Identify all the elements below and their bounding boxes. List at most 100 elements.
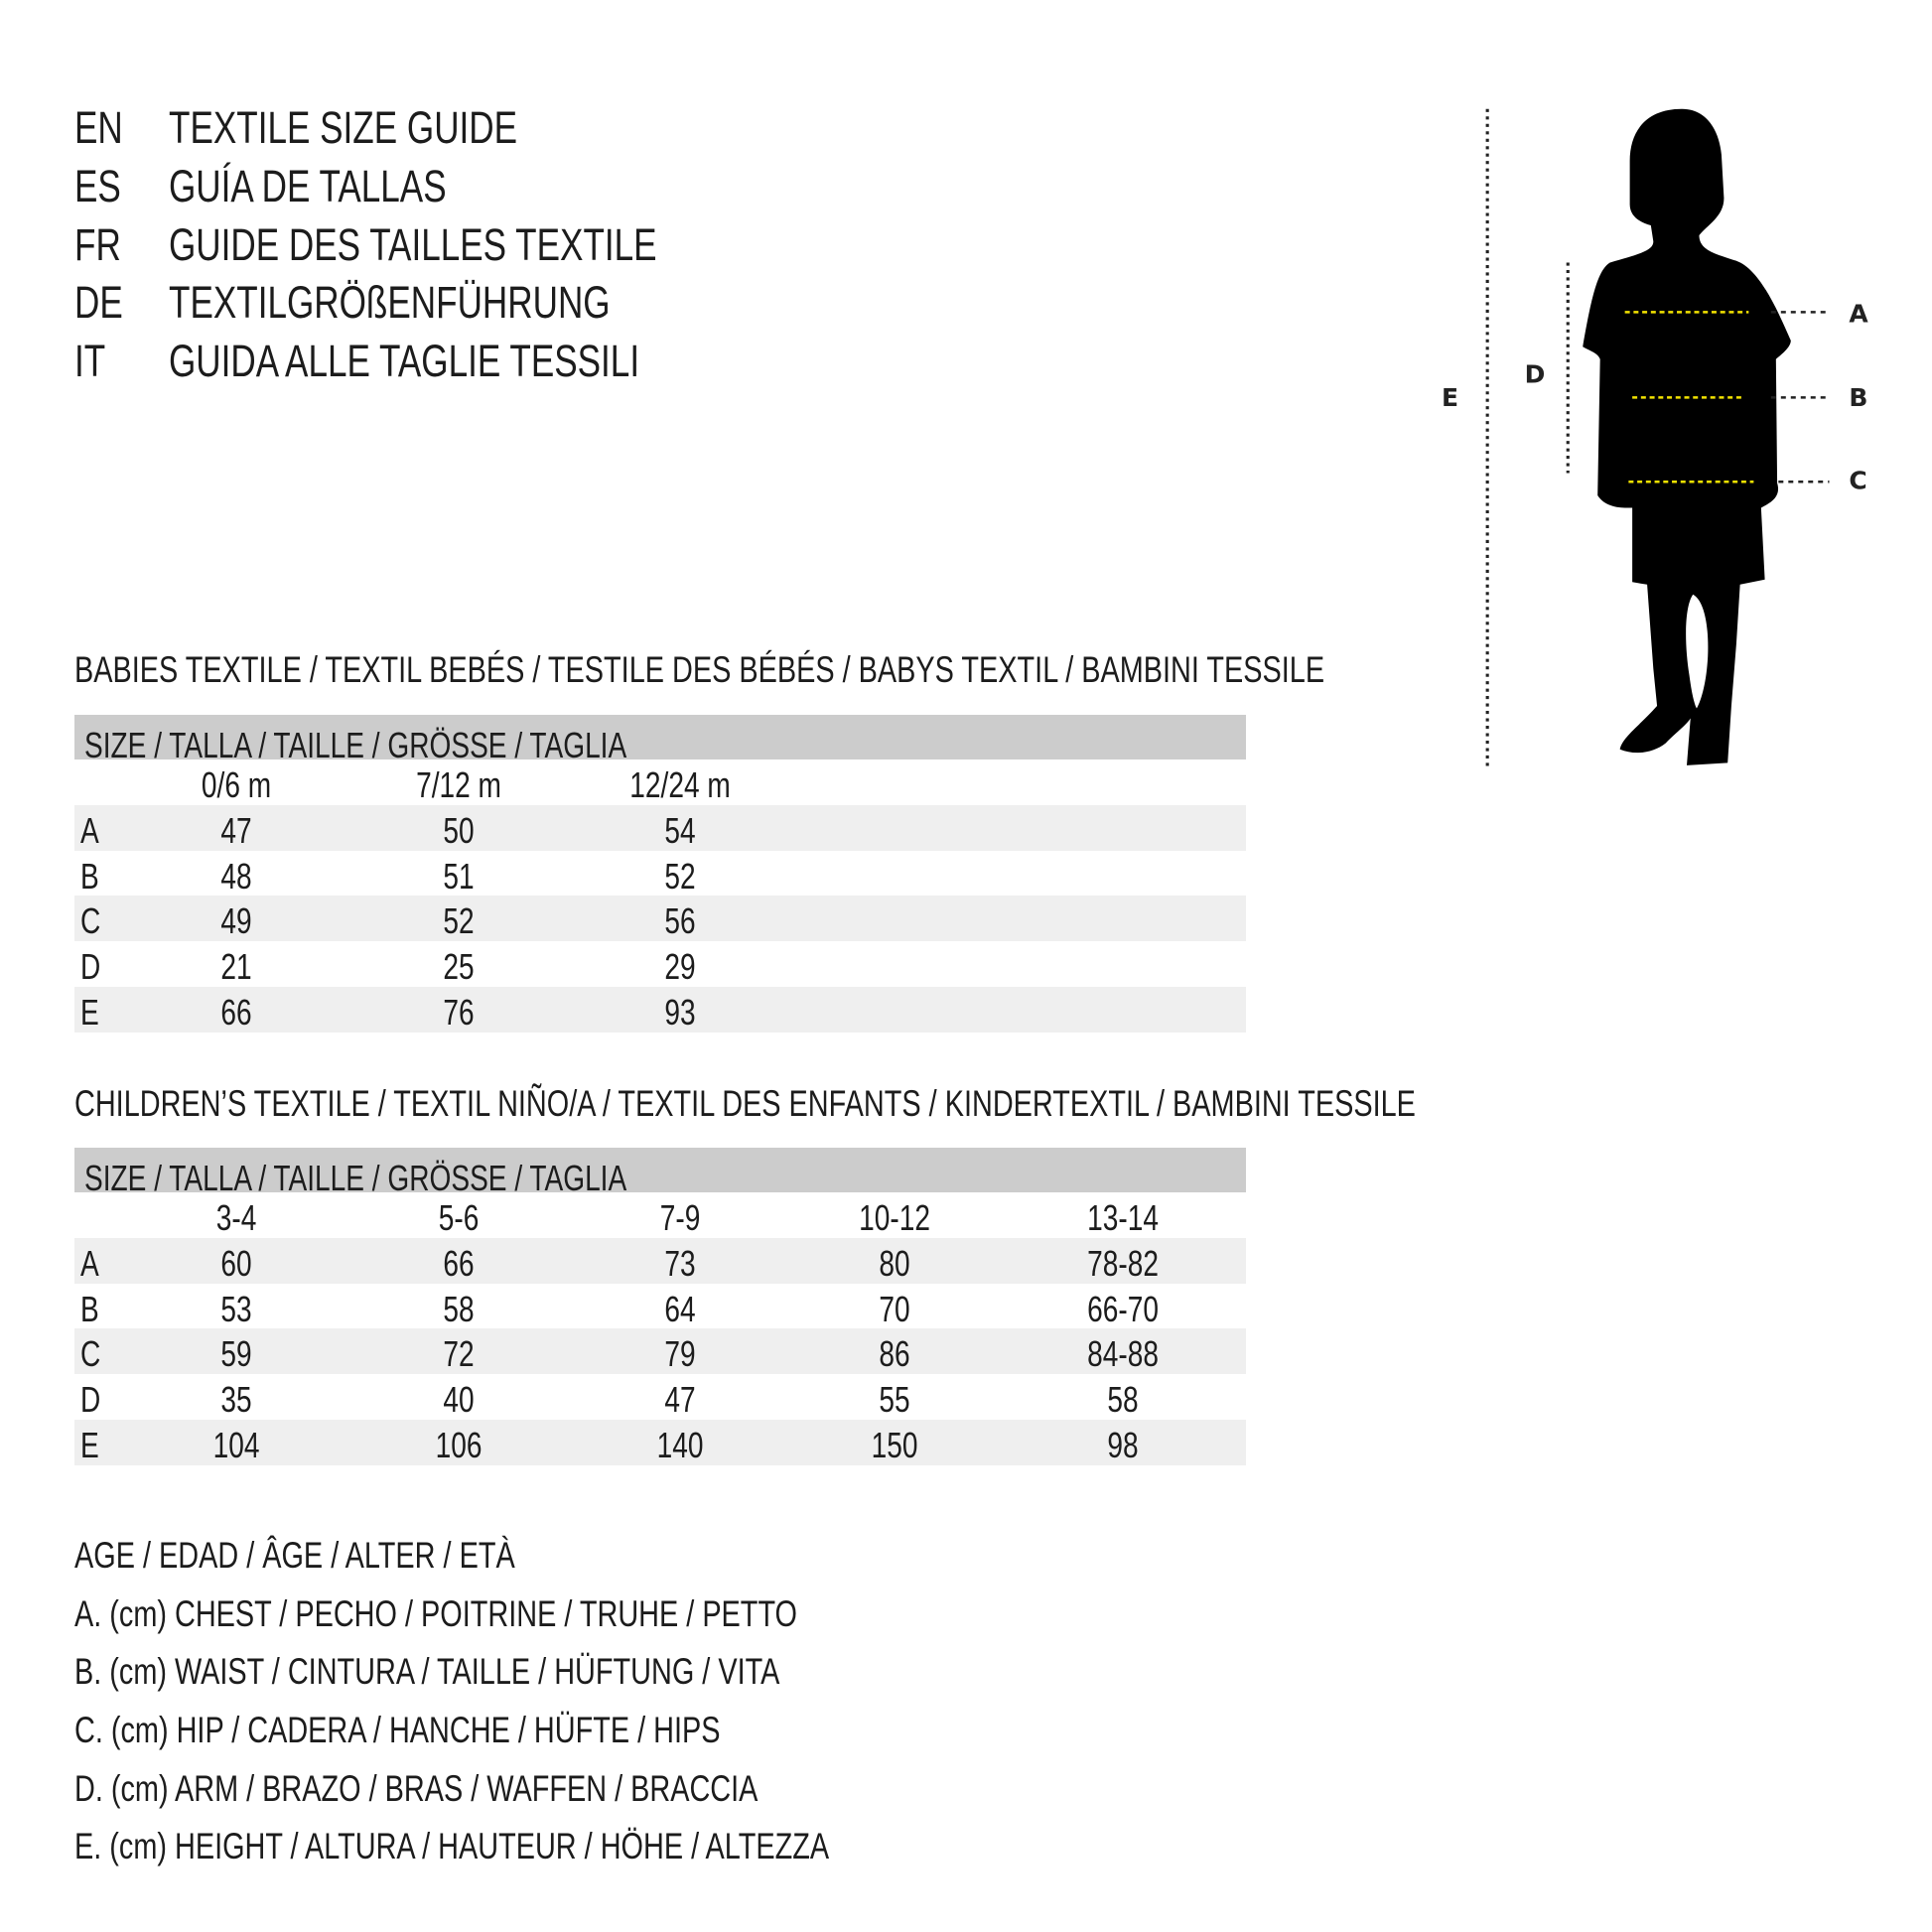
row-label-text: E bbox=[80, 991, 99, 1033]
table-cell-text: 40 bbox=[443, 1379, 475, 1421]
table-row: E 104 106 140 150 98 bbox=[74, 1419, 1246, 1466]
table-cell: 86 bbox=[795, 1333, 994, 1375]
table-cell: 59 bbox=[137, 1333, 336, 1375]
table-cell-text: 53 bbox=[220, 1288, 252, 1329]
row-label: B bbox=[80, 1289, 104, 1330]
language-code: IT bbox=[74, 339, 114, 383]
row-label: C bbox=[80, 900, 106, 942]
language-code: DE bbox=[74, 280, 137, 325]
legend-line: B. (cm) WAIST / CINTURA / TAILLE / HÜFTU… bbox=[74, 1653, 979, 1690]
table-cell: 72 bbox=[359, 1333, 558, 1375]
table-cell-text: 140 bbox=[656, 1424, 704, 1465]
table-cell: 60 bbox=[137, 1243, 336, 1285]
table-cell-text: 51 bbox=[443, 855, 475, 897]
legend-text: C. (cm) HIP / CADERA / HANCHE / HÜFTE / … bbox=[74, 1710, 721, 1750]
column-header-text: 10-12 bbox=[859, 1197, 930, 1238]
column-header-text: 12/24 m bbox=[629, 764, 731, 805]
table-cell: 56 bbox=[581, 900, 779, 942]
table-cell: 106 bbox=[359, 1425, 558, 1466]
column-header: 10-12 bbox=[795, 1197, 994, 1239]
children-size-table: SIZE / TALLA / TAILLE / GRÖSSE / TAGLIA 3… bbox=[74, 1148, 1246, 1465]
column-header-row: 0/6 m 7/12 m 12/24 m bbox=[74, 759, 1246, 805]
legend-line: C. (cm) HIP / CADERA / HANCHE / HÜFTE / … bbox=[74, 1712, 902, 1748]
label-c: C bbox=[1849, 467, 1866, 495]
language-code-text: ES bbox=[74, 161, 121, 211]
table-cell-text: 106 bbox=[435, 1424, 483, 1465]
babies-heading-text: BABIES TEXTILE / TEXTIL BEBÉS / TESTILE … bbox=[74, 649, 1325, 690]
table-cell-text: 58 bbox=[443, 1288, 475, 1329]
table-cell-text: 29 bbox=[664, 946, 696, 988]
table-cell-text: 86 bbox=[879, 1333, 910, 1375]
row-label-text: D bbox=[80, 946, 101, 988]
table-cell-text: 47 bbox=[664, 1379, 696, 1421]
column-header-text: 7-9 bbox=[659, 1197, 701, 1238]
table-cell: 54 bbox=[581, 810, 779, 852]
legend-line: D. (cm) ARM / BRAZO / BRAS / WAFFEN / BR… bbox=[74, 1770, 951, 1807]
label-d: D bbox=[1525, 359, 1546, 388]
language-code: ES bbox=[74, 164, 134, 208]
table-cell-text: 150 bbox=[871, 1424, 918, 1465]
table-cell-text: 56 bbox=[664, 900, 696, 942]
guide-title-text: GUIDE DES TAILLES TEXTILE bbox=[169, 219, 657, 270]
row-label-text: A bbox=[80, 1242, 99, 1284]
column-header-row: 3-4 5-6 7-9 10-12 13-14 bbox=[74, 1192, 1246, 1238]
size-header-text: SIZE / TALLA / TAILLE / GRÖSSE / TAGLIA bbox=[84, 725, 627, 765]
row-label: C bbox=[80, 1333, 106, 1375]
column-header-text: 3-4 bbox=[215, 1197, 257, 1238]
size-header-text: SIZE / TALLA / TAILLE / GRÖSSE / TAGLIA bbox=[84, 1158, 627, 1198]
table-cell: 40 bbox=[359, 1379, 558, 1421]
table-cell: 79 bbox=[581, 1333, 779, 1375]
table-cell-text: 25 bbox=[443, 946, 475, 988]
table-cell-text: 47 bbox=[220, 809, 252, 851]
column-header-text: 0/6 m bbox=[201, 764, 272, 805]
table-cell-text: 84-88 bbox=[1087, 1333, 1159, 1375]
row-label-text: D bbox=[80, 1379, 101, 1421]
language-code-text: EN bbox=[74, 102, 123, 153]
table-row: A 47 50 54 bbox=[74, 804, 1246, 852]
legend-text: AGE / EDAD / ÂGE / ALTER / ETÀ bbox=[74, 1535, 515, 1576]
column-header: 13-14 bbox=[1024, 1197, 1222, 1239]
row-label-text: C bbox=[80, 1333, 101, 1375]
row-label-text: B bbox=[80, 855, 99, 897]
table-cell: 49 bbox=[137, 900, 336, 942]
table-cell: 35 bbox=[137, 1379, 336, 1421]
table-cell: 93 bbox=[581, 992, 779, 1034]
table-row: C 59 72 79 86 84-88 bbox=[74, 1328, 1246, 1374]
table-cell-text: 93 bbox=[664, 991, 696, 1033]
table-cell: 47 bbox=[137, 810, 336, 852]
table-row: E 66 76 93 bbox=[74, 986, 1246, 1034]
size-header-band: SIZE / TALLA / TAILLE / GRÖSSE / TAGLIA bbox=[74, 1148, 1246, 1198]
table-row: D 21 25 29 bbox=[74, 941, 1246, 987]
table-cell-text: 52 bbox=[664, 855, 696, 897]
babies-heading: BABIES TEXTILE / TEXTIL BEBÉS / TESTILE … bbox=[74, 651, 1677, 688]
row-label-text: E bbox=[80, 1424, 99, 1465]
column-header-text: 13-14 bbox=[1087, 1197, 1159, 1238]
table-cell-text: 66-70 bbox=[1087, 1288, 1159, 1329]
legend-line: AGE / EDAD / ÂGE / ALTER / ETÀ bbox=[74, 1537, 639, 1574]
table-cell: 53 bbox=[137, 1289, 336, 1330]
table-cell-text: 52 bbox=[443, 900, 475, 942]
table-cell-text: 72 bbox=[443, 1333, 475, 1375]
table-cell-text: 80 bbox=[879, 1242, 910, 1284]
table-cell: 25 bbox=[359, 946, 558, 988]
label-e: E bbox=[1442, 383, 1458, 412]
language-code: FR bbox=[74, 222, 134, 267]
table-cell-text: 70 bbox=[879, 1288, 910, 1329]
guide-title: GUIDE DES TAILLES TEXTILE bbox=[169, 222, 794, 267]
table-cell-text: 55 bbox=[879, 1379, 910, 1421]
table-cell-text: 104 bbox=[212, 1424, 260, 1465]
language-code: EN bbox=[74, 105, 137, 150]
guide-title: TEXTILE SIZE GUIDE bbox=[169, 105, 616, 150]
table-cell-text: 49 bbox=[220, 900, 252, 942]
table-cell: 21 bbox=[137, 946, 336, 988]
table-cell: 52 bbox=[359, 900, 558, 942]
row-label-text: B bbox=[80, 1288, 99, 1329]
table-cell: 78-82 bbox=[1024, 1243, 1222, 1285]
table-cell-text: 21 bbox=[220, 946, 252, 988]
table-cell-text: 66 bbox=[220, 991, 252, 1033]
table-cell: 150 bbox=[795, 1425, 994, 1466]
table-cell: 73 bbox=[581, 1243, 779, 1285]
leg-gap bbox=[1686, 594, 1709, 709]
row-label: A bbox=[80, 1243, 104, 1285]
